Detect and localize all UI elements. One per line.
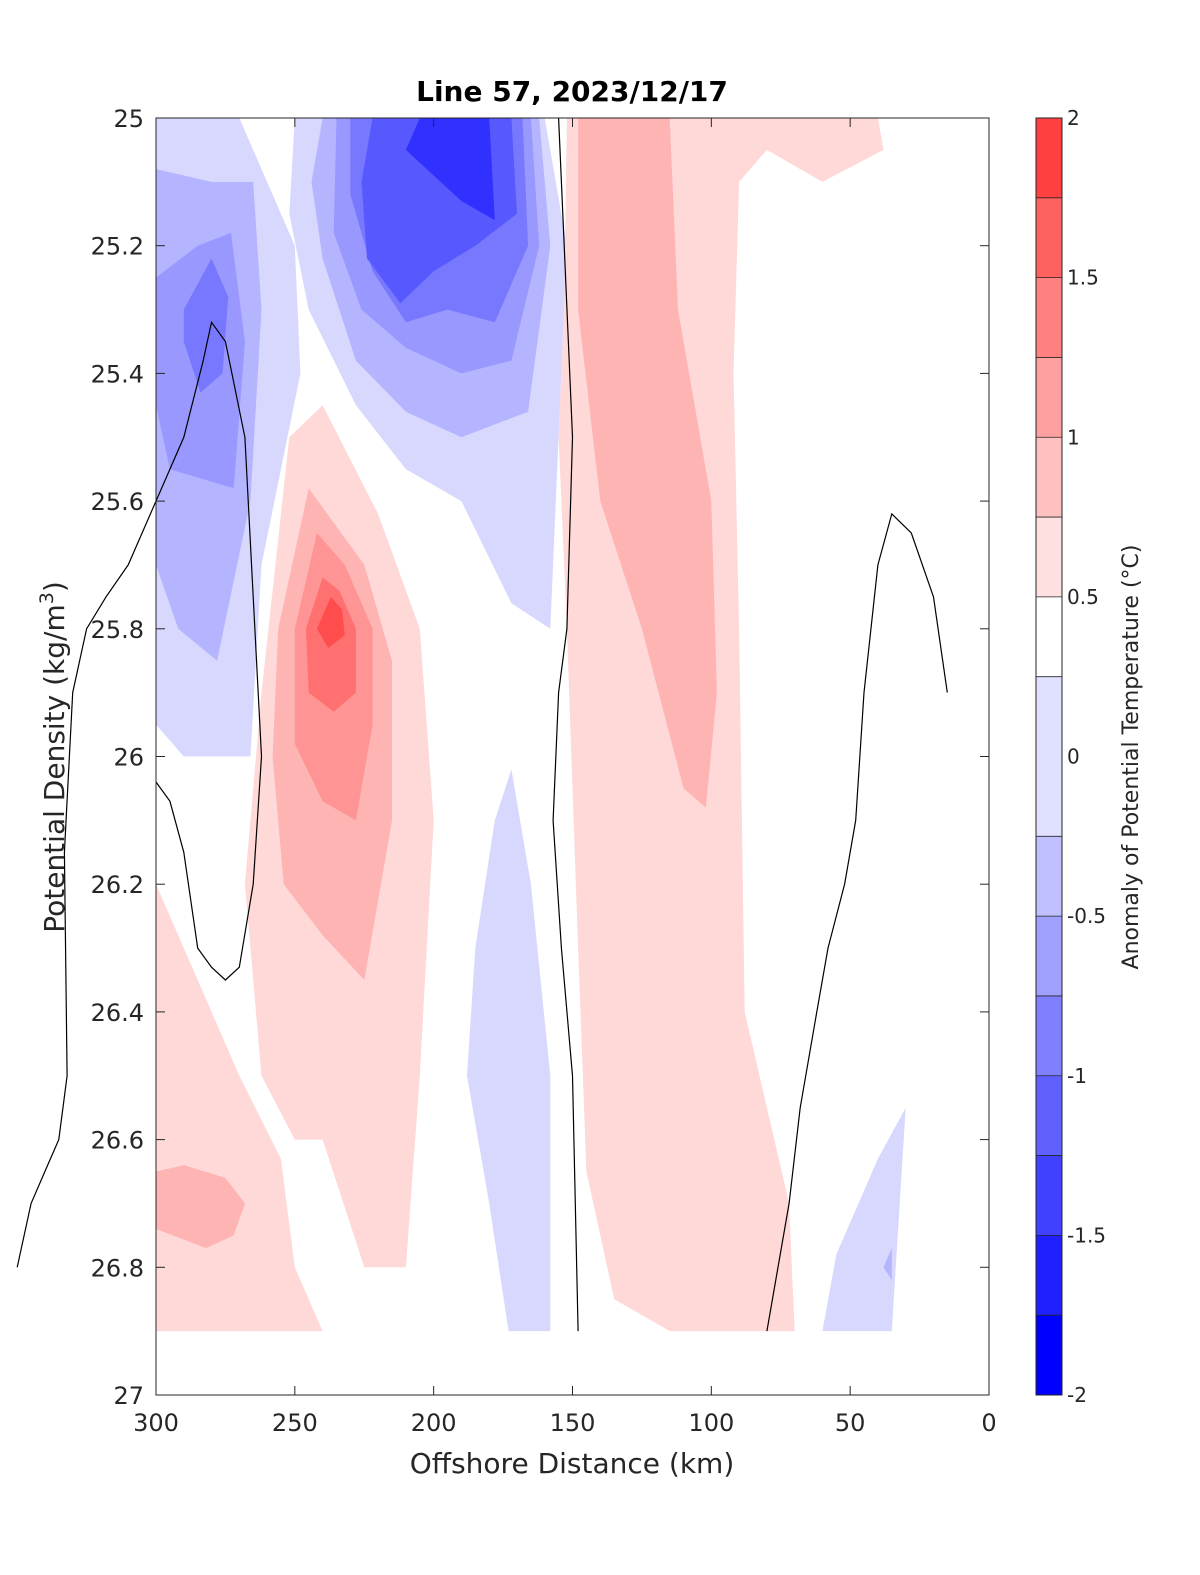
colorbar-band: [1036, 357, 1062, 438]
y-axis-ticks: 25 25.2 25.4 25.6 25.8 26 26.2 26.4 26.6 26.8 27: [91, 105, 989, 1410]
colorbar: [1036, 117, 1062, 1396]
zero-contours: [16, 117, 948, 1332]
y-tick-label: 25.8: [91, 616, 144, 644]
fill-region-warm-inshore-band-2: [578, 118, 717, 808]
colorbar-tick-label: -0.5: [1067, 904, 1106, 928]
x-tick-label: 300: [133, 1409, 179, 1437]
colorbar-band: [1036, 596, 1062, 677]
colorbar-band: [1036, 995, 1062, 1076]
y-tick-label: 26.8: [91, 1254, 144, 1282]
y-tick-label: 26.6: [91, 1127, 144, 1155]
colorbar-frame: [1035, 117, 1063, 1396]
zero-contour-inshore: [766, 512, 948, 1332]
colorbar-band: [1036, 1235, 1062, 1316]
fill-region-cold-shallow-offshore-core: [183, 258, 229, 393]
colorbar-tick-label: 0.5: [1067, 585, 1099, 609]
fill-region-cold-deep-inshore-core: [883, 1248, 892, 1281]
anomaly-fill-regions: [156, 118, 906, 1332]
y-tick-label: 26: [113, 744, 144, 772]
colorbar-band: [1036, 437, 1062, 518]
x-tick-label: 200: [411, 1409, 457, 1437]
colorbar-label: Anomaly of Potential Temperature (°C): [1119, 545, 1144, 970]
colorbar-band: [1036, 1075, 1062, 1156]
colorbar-band: [1036, 916, 1062, 996]
fill-region-cold-deep-inshore: [822, 1107, 906, 1332]
x-tick-label: 100: [688, 1409, 734, 1437]
fill-region-cold-shallow-mid-core: [405, 118, 495, 221]
colorbar-tick-label: -2: [1067, 1383, 1087, 1407]
colorbar-tick-label: -1.5: [1067, 1223, 1106, 1247]
x-tick-label: 50: [835, 1409, 866, 1437]
colorbar-tick-label: 0: [1067, 745, 1080, 769]
zero-contour-offshore: [16, 320, 263, 1268]
fill-region-warm-interior-offshore-core: [317, 596, 345, 648]
colorbar-band: [1036, 1155, 1062, 1236]
y-axis-label-superscript: 3: [36, 592, 58, 604]
colorbar-band: [1036, 517, 1062, 597]
colorbar-band: [1036, 676, 1062, 837]
x-tick-label: 0: [981, 1409, 996, 1437]
fill-region-cold-deep-mid: [467, 769, 551, 1332]
x-tick-label: 250: [272, 1409, 318, 1437]
zero-contour-center: [552, 117, 579, 1332]
y-tick-label: 27: [113, 1382, 144, 1410]
chart-title: Line 57, 2023/12/17: [416, 75, 728, 108]
colorbar-ticks: -2 -1.5 -1 -0.5 0 0.5 1 1.5 2: [1067, 106, 1106, 1407]
y-axis-label-main: Potential Density (kg/m: [38, 604, 71, 933]
colorbar-tick-label: -1: [1067, 1064, 1087, 1088]
y-tick-label: 26.4: [91, 999, 144, 1027]
y-axis-label: Potential Density (kg/m3): [36, 581, 71, 933]
y-tick-label: 25.4: [91, 360, 144, 388]
colorbar-band: [1036, 118, 1062, 198]
x-axis-ticks: 300 250 200 150 100 50 0: [133, 118, 997, 1437]
colorbar-band: [1036, 277, 1062, 358]
colorbar-tick-label: 1: [1067, 425, 1080, 449]
colorbar-band: [1036, 197, 1062, 278]
fill-region-warm-deep-offshore-2: [156, 1165, 245, 1249]
y-tick-label: 26.2: [91, 871, 144, 899]
x-axis-label: Offshore Distance (km): [410, 1447, 735, 1480]
colorbar-band: [1036, 1315, 1062, 1395]
colorbar-tick-label: 1.5: [1067, 266, 1099, 290]
y-tick-label: 25.2: [91, 233, 144, 261]
y-tick-label: 25: [113, 105, 144, 133]
y-axis-label-close: ): [38, 581, 71, 592]
colorbar-band: [1036, 836, 1062, 917]
y-tick-label: 25.6: [91, 488, 144, 516]
colorbar-tick-label: 2: [1067, 106, 1080, 130]
x-tick-label: 150: [550, 1409, 596, 1437]
